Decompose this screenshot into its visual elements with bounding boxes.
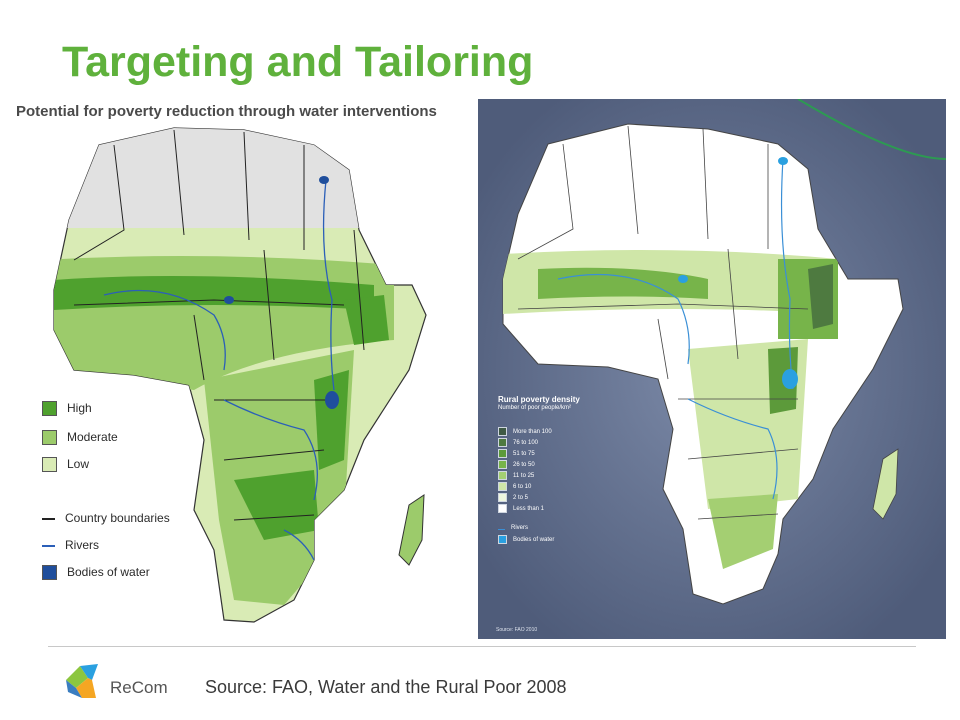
legend-item-2-to-5: 2 to 5 [498,493,528,502]
rivers [103,179,335,561]
lake-victoria-right [782,369,798,389]
legend-swatch-high [42,401,57,417]
legend-item-bodies-of-water-right: Bodies of water [498,535,554,544]
legend-swatch [498,471,507,480]
legend-swatch-moderate [42,430,57,446]
poverty-reduction-map-panel: Potential for poverty reduction through … [14,100,470,638]
lake-chad-right [678,275,688,283]
recom-logo-icon [66,664,98,698]
legend-swatch [498,427,507,436]
legend-line-swatch [498,525,505,530]
nile-delta-right [778,157,788,165]
legend-item-more-than-100: More than 100 [498,427,552,436]
madagascar-right [872,448,899,520]
legend-swatch [498,449,507,458]
legend-swatch [498,535,507,544]
legend-item-51-to-75: 51 to 75 [498,449,535,458]
high-zone-south [234,470,319,540]
legend-swatch [498,504,507,513]
legend-swatch-low [42,457,57,473]
rural-poverty-density-map [478,99,946,639]
legend-item-rivers-right: Rivers [498,524,528,533]
rural-poverty-density-map-panel: Rural poverty density Number of poor peo… [478,99,946,639]
legend-item-76-to-100: 76 to 100 [498,438,538,447]
high-zone-lakes [314,370,349,470]
legend-swatch-water [42,565,57,581]
legend-item-rivers: Rivers [42,537,99,553]
legend-line-boundaries [42,517,55,520]
legend-swatch [498,493,507,502]
legend-item-moderate: Moderate [42,429,118,446]
nile-delta [319,176,329,184]
slide-title: Targeting and Tailoring [62,38,534,86]
right-map-legend: Rural poverty density Number of poor peo… [498,395,580,577]
decorative-curve [797,99,946,160]
poverty-reduction-map [53,127,427,623]
legend-item-bodies-of-water: Bodies of water [42,564,150,581]
legend-subtitle: Number of poor people/km² [498,405,572,411]
country-boundaries-right [517,125,809,520]
recom-logo-text: ReCom [110,678,168,697]
slide-source: Source: FAO, Water and the Rural Poor 20… [205,677,567,697]
country-boundaries [73,129,365,521]
high-zone-ethiopia [344,295,389,345]
lake-victoria [325,391,339,409]
legend-item-high: High [42,400,92,417]
legend-item-country-boundaries: Country boundaries [42,510,170,526]
left-map-subtitle: Potential for poverty reduction through … [16,103,437,120]
density-south [708,494,778,569]
legend-title: Rural poverty density [498,395,580,404]
high-zone-sahel [54,276,374,310]
legend-item-6-to-10: 6 to 10 [498,482,531,491]
legend-swatch [498,460,507,469]
legend-item-11-to-25: 11 to 25 [498,471,534,480]
density-ethiopia-high [808,264,833,329]
legend-item-less-than-1: Less than 1 [498,504,544,513]
legend-line-rivers [42,544,55,547]
legend-swatch [498,438,507,447]
lake-chad [224,296,234,304]
right-map-source: Source: FAO 2010 [496,627,538,633]
footer-divider [48,646,916,647]
legend-swatch [498,482,507,491]
rivers-right [557,158,794,500]
madagascar [398,494,425,566]
legend-item-26-to-50: 26 to 50 [498,460,535,469]
legend-item-low: Low [42,456,89,473]
